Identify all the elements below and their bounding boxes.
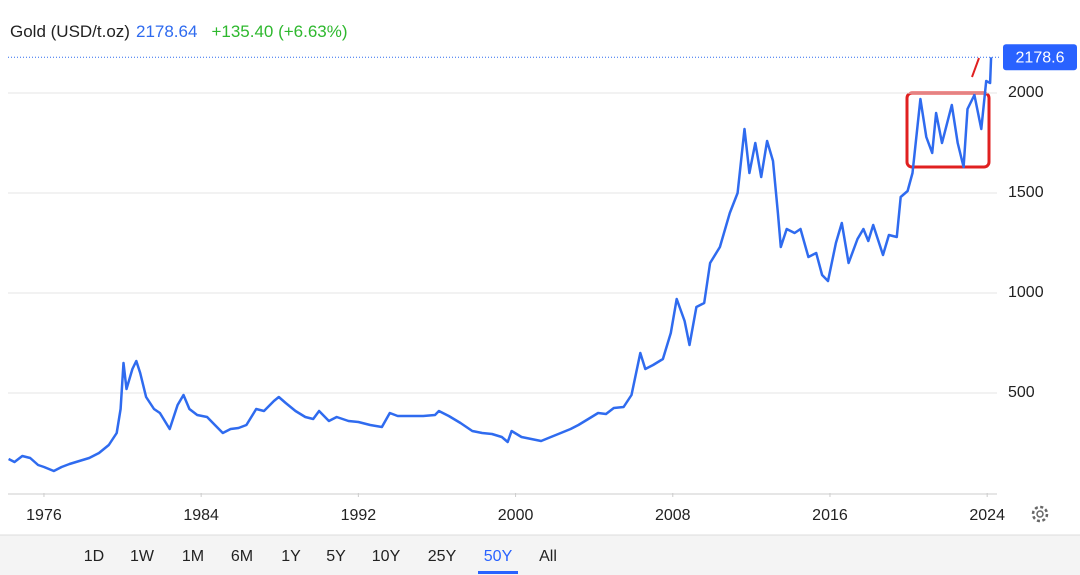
range-button[interactable]: 6M [231,548,253,565]
change: +135.40 (+6.63%) [211,22,347,41]
range-button[interactable]: 5Y [326,548,346,565]
x-tick-label: 1992 [341,507,377,524]
annotation-arrow [971,57,980,78]
range-button[interactable]: 1D [84,548,104,565]
settings-icon[interactable] [1031,505,1049,523]
x-tick-label: 1984 [183,507,219,524]
range-button[interactable]: 1M [182,548,204,565]
x-tick-label: 2024 [969,507,1005,524]
y-tick-label: 500 [1008,384,1035,401]
x-tick-label: 1976 [26,507,62,524]
range-button[interactable]: 1W [130,548,155,565]
range-button[interactable]: 25Y [428,548,457,565]
range-button[interactable]: 1Y [281,548,301,565]
y-tick-label: 2000 [1008,84,1044,101]
x-tick-label: 2000 [498,507,534,524]
x-tick-label: 2016 [812,507,848,524]
range-button[interactable]: 50Y [484,548,513,565]
range-selected-underline [478,571,518,574]
price-line [8,57,993,473]
last-price-tag [1003,44,1077,71]
header: Gold (USD/t.oz) 2178.64 +135.40 (+6.63%) [10,22,348,41]
x-tick-label: 2008 [655,507,691,524]
range-button[interactable]: All [539,548,557,565]
y-tick-label: 1000 [1008,284,1044,301]
range-bar [0,535,1080,575]
title: Gold (USD/t.oz) [10,22,130,41]
range-button[interactable]: 10Y [372,548,401,565]
last-price-tag-label: 2178.6 [1016,49,1065,66]
y-tick-label: 1500 [1008,184,1044,201]
last-price: 2178.64 [136,22,197,41]
